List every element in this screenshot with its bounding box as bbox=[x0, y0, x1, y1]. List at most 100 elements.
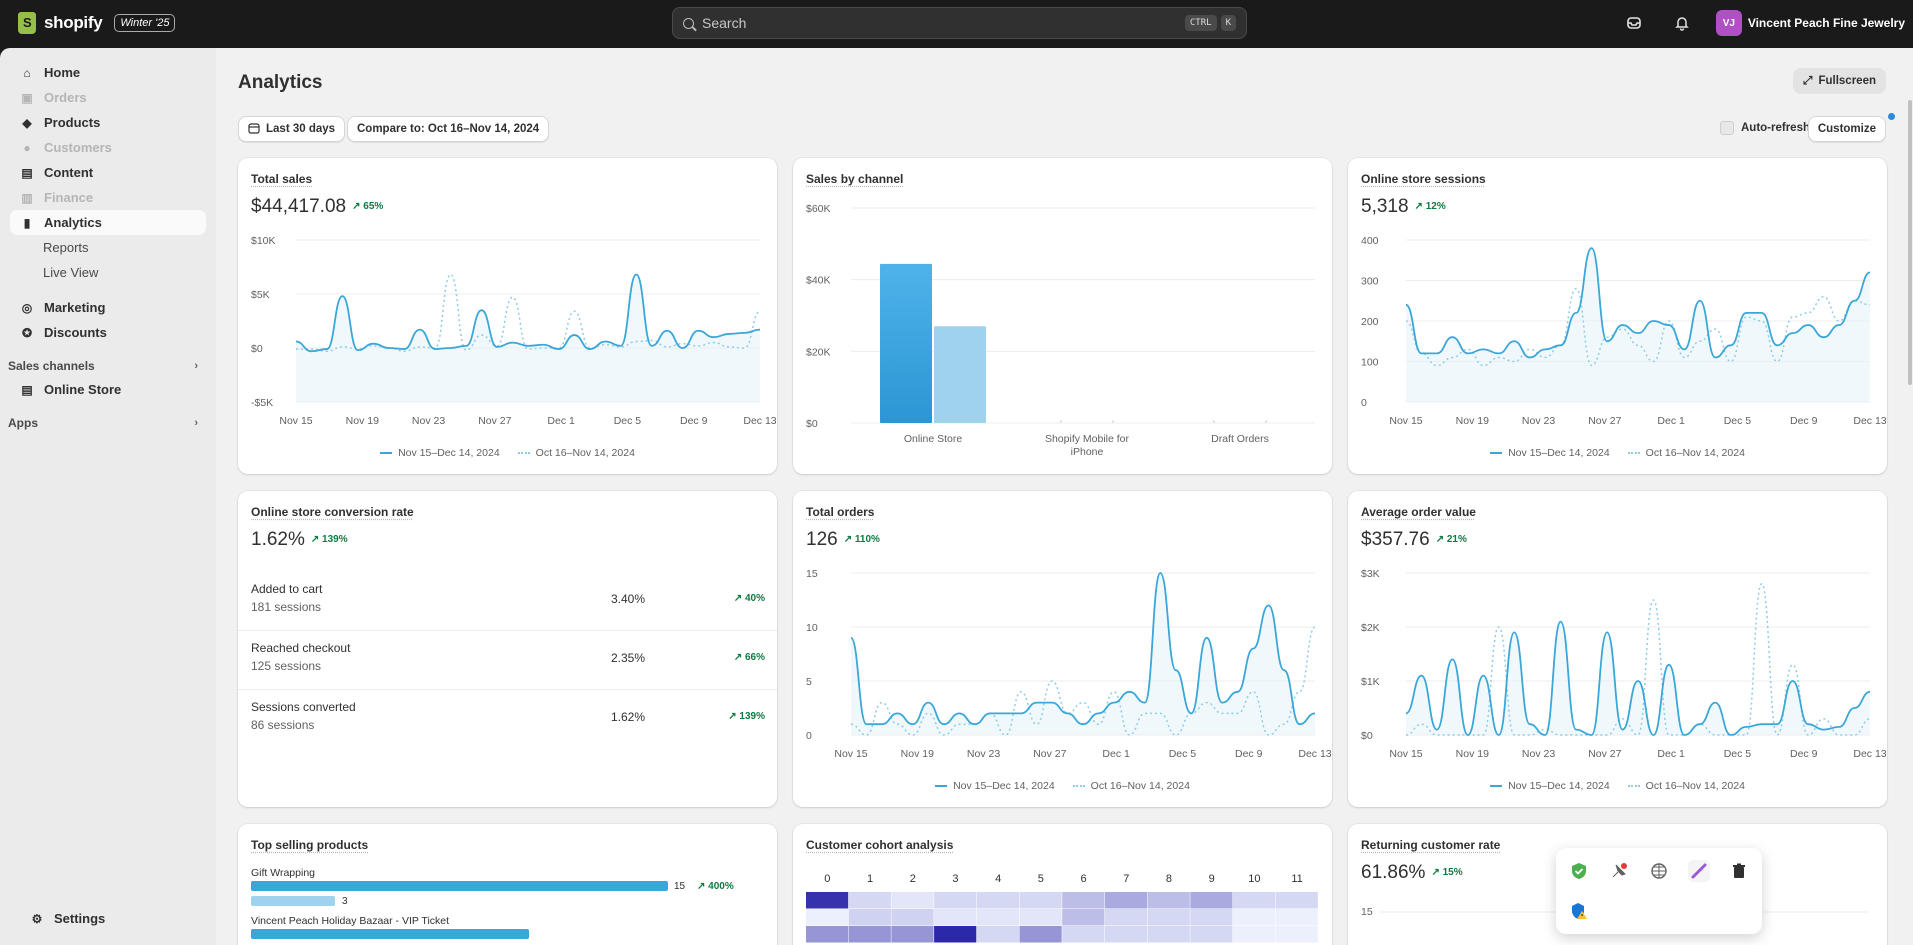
shield-warning-icon[interactable] bbox=[1568, 900, 1590, 922]
legend-current[interactable]: Nov 15–Dec 14, 2024 bbox=[1490, 780, 1610, 792]
aov-card[interactable]: Average order value $357.76 ↗ 21% $3K $2K $… bbox=[1348, 491, 1887, 807]
sidebar-item-discounts[interactable]: ✪ Discounts bbox=[10, 320, 206, 345]
y-tick-label: $10K bbox=[251, 235, 276, 247]
target-icon: ◎ bbox=[21, 300, 33, 315]
auto-refresh-checkbox[interactable] bbox=[1719, 121, 1734, 135]
cohort-cell bbox=[1019, 909, 1062, 926]
cohort-cell bbox=[1190, 926, 1233, 943]
total-sales-card[interactable]: Total sales $44,417.08 ↗ 65% $10K $5K $0 -$5… bbox=[238, 158, 777, 474]
shield-check-icon[interactable] bbox=[1568, 860, 1590, 882]
cohort-column-label: 8 bbox=[1166, 873, 1172, 885]
x-tick-label: Nov 23 bbox=[1522, 415, 1555, 427]
grid-icon[interactable] bbox=[1648, 860, 1670, 882]
page-scrollbar[interactable] bbox=[1907, 48, 1913, 945]
sales-by-channel-card[interactable]: Sales by channel $60K $40K $20K $0 Online St… bbox=[793, 158, 1332, 474]
y-tick-label: $40K bbox=[806, 275, 831, 287]
cohort-cell bbox=[1104, 892, 1148, 909]
bell-icon[interactable] bbox=[1668, 9, 1696, 37]
cohort-cell bbox=[1104, 926, 1148, 943]
cohort-cell bbox=[1062, 909, 1105, 926]
x-tick-label: Online Store bbox=[904, 433, 963, 445]
tag-icon: ◆ bbox=[22, 115, 32, 130]
store-switcher[interactable]: VJ Vincent Peach Fine Jewelry bbox=[1715, 10, 1905, 36]
card-title[interactable]: Total sales bbox=[251, 172, 313, 186]
scrollbar-thumb[interactable] bbox=[1908, 100, 1912, 385]
search-input[interactable] bbox=[702, 15, 1181, 31]
legend-previous[interactable]: Oct 16–Nov 14, 2024 bbox=[1072, 780, 1190, 792]
sessions-card[interactable]: Online store sessions 5,318 ↗ 12% 400 300 2… bbox=[1348, 158, 1887, 474]
sales-channels-header[interactable]: Sales channels › bbox=[0, 355, 216, 377]
date-range-button[interactable]: Last 30 days bbox=[238, 116, 346, 142]
x-tick-label: Dec 5 bbox=[1724, 748, 1752, 760]
home-icon: ⌂ bbox=[23, 65, 31, 80]
card-title[interactable]: Returning customer rate bbox=[1361, 838, 1501, 852]
sidebar-item-home[interactable]: ⌂ Home bbox=[10, 60, 206, 85]
kbd-k: K bbox=[1220, 15, 1236, 31]
card-title[interactable]: Online store conversion rate bbox=[251, 505, 414, 519]
sidebar-item-orders[interactable]: ▣ Orders bbox=[10, 85, 206, 110]
apps-header[interactable]: Apps › bbox=[0, 412, 216, 434]
series-line-current bbox=[1405, 247, 1871, 359]
series-line-current bbox=[1405, 620, 1871, 736]
sidebar-item-live-view[interactable]: Live View bbox=[43, 265, 99, 280]
sidebar-item-reports[interactable]: Reports bbox=[43, 240, 89, 255]
card-title[interactable]: Average order value bbox=[1361, 505, 1476, 519]
x-tick-label: Dec 1 bbox=[1657, 415, 1685, 427]
sidebar-item-analytics[interactable]: ▮ Analytics bbox=[10, 210, 206, 235]
cohort-cell bbox=[1190, 892, 1233, 909]
funnel-rate: 2.35% bbox=[611, 651, 646, 665]
x-tick-label: Nov 15 bbox=[1389, 415, 1422, 427]
fullscreen-button[interactable]: ⤢ Fullscreen bbox=[1793, 68, 1886, 94]
auto-refresh-toggle[interactable]: Auto-refresh bbox=[1719, 121, 1810, 135]
cohort-cell bbox=[1147, 892, 1190, 909]
card-title[interactable]: Online store sessions bbox=[1361, 172, 1486, 186]
cohort-cell bbox=[806, 892, 849, 909]
conversion-card[interactable]: Online store conversion rate 1.62% ↗ 139%… bbox=[238, 491, 777, 807]
legend-current[interactable]: Nov 15–Dec 14, 2024 bbox=[380, 447, 500, 459]
fullscreen-label: Fullscreen bbox=[1818, 75, 1876, 87]
sidebar-item-online-store[interactable]: ▤ Online Store bbox=[10, 377, 206, 402]
pin-blocked-icon[interactable] bbox=[1608, 860, 1630, 882]
total-sales-chart: $10K $5K $0 -$5K Nov 15 Nov 19 Nov 23 Nov 27 Dec… bbox=[251, 235, 777, 427]
brand[interactable]: shopify Winter '25 bbox=[18, 12, 176, 34]
top-products-card[interactable]: Top selling products Gift Wrapping 15 ↗ … bbox=[238, 824, 777, 945]
cohort-column-label: 6 bbox=[1080, 873, 1086, 885]
legend-previous[interactable]: Oct 16–Nov 14, 2024 bbox=[1627, 780, 1745, 792]
sidebar-item-finance[interactable]: ▥ Finance bbox=[10, 185, 206, 210]
y-tick-label: $5K bbox=[251, 289, 270, 301]
trash-icon[interactable] bbox=[1728, 860, 1750, 882]
card-title[interactable]: Sales by channel bbox=[806, 172, 904, 186]
x-tick-label: Dec 9 bbox=[680, 415, 708, 427]
legend-current[interactable]: Nov 15–Dec 14, 2024 bbox=[935, 780, 1055, 792]
total-orders-card[interactable]: Total orders 126 ↗ 110% 15 10 5 0 Nov 15 Nov 1… bbox=[793, 491, 1332, 807]
legend-previous[interactable]: Oct 16–Nov 14, 2024 bbox=[517, 447, 635, 459]
inbox-icon[interactable] bbox=[1620, 9, 1648, 37]
sidebar-item-label: Settings bbox=[54, 911, 106, 926]
sidebar-item-settings[interactable]: ⚙ Settings bbox=[20, 906, 216, 931]
sidebar-item-content[interactable]: ▤ Content bbox=[10, 160, 206, 185]
y-tick-label: 0 bbox=[806, 730, 812, 742]
x-tick-label: Nov 19 bbox=[346, 415, 379, 427]
sidebar-item-products[interactable]: ◆ Products bbox=[10, 110, 206, 135]
funnel-row: Added to cart 181 sessions 3.40% ↗ 40% bbox=[238, 572, 777, 631]
y-tick-label: $0 bbox=[1361, 730, 1373, 742]
series-line-current bbox=[850, 572, 1316, 726]
x-tick-label: Shopify Mobile for bbox=[1045, 433, 1130, 445]
sidebar-item-customers[interactable]: ● Customers bbox=[10, 135, 206, 160]
legend-current[interactable]: Nov 15–Dec 14, 2024 bbox=[1490, 447, 1610, 459]
card-title[interactable]: Customer cohort analysis bbox=[806, 838, 954, 852]
product-delta: ↗ 400% bbox=[697, 881, 734, 892]
legend-previous[interactable]: Oct 16–Nov 14, 2024 bbox=[1627, 447, 1745, 459]
compare-button[interactable]: Compare to: Oct 16–Nov 14, 2024 bbox=[347, 116, 550, 142]
funnel-row: Sessions converted 86 sessions 1.62% ↗ 1… bbox=[238, 690, 777, 749]
card-title[interactable]: Top selling products bbox=[251, 838, 369, 852]
pen-icon[interactable] bbox=[1688, 860, 1710, 882]
y-tick-label: $20K bbox=[806, 346, 831, 358]
cohort-cell bbox=[1233, 909, 1276, 926]
x-tick-label: Nov 23 bbox=[1522, 748, 1555, 760]
customize-button[interactable]: Customize bbox=[1807, 116, 1886, 142]
search-bar[interactable]: CTRL K bbox=[672, 7, 1247, 39]
card-title[interactable]: Total orders bbox=[806, 505, 875, 519]
cohort-card[interactable]: Customer cohort analysis 0 1 2 3 4 5 6 7 8 9 10 11 bbox=[793, 824, 1332, 945]
sidebar-item-marketing[interactable]: ◎ Marketing bbox=[10, 295, 206, 320]
